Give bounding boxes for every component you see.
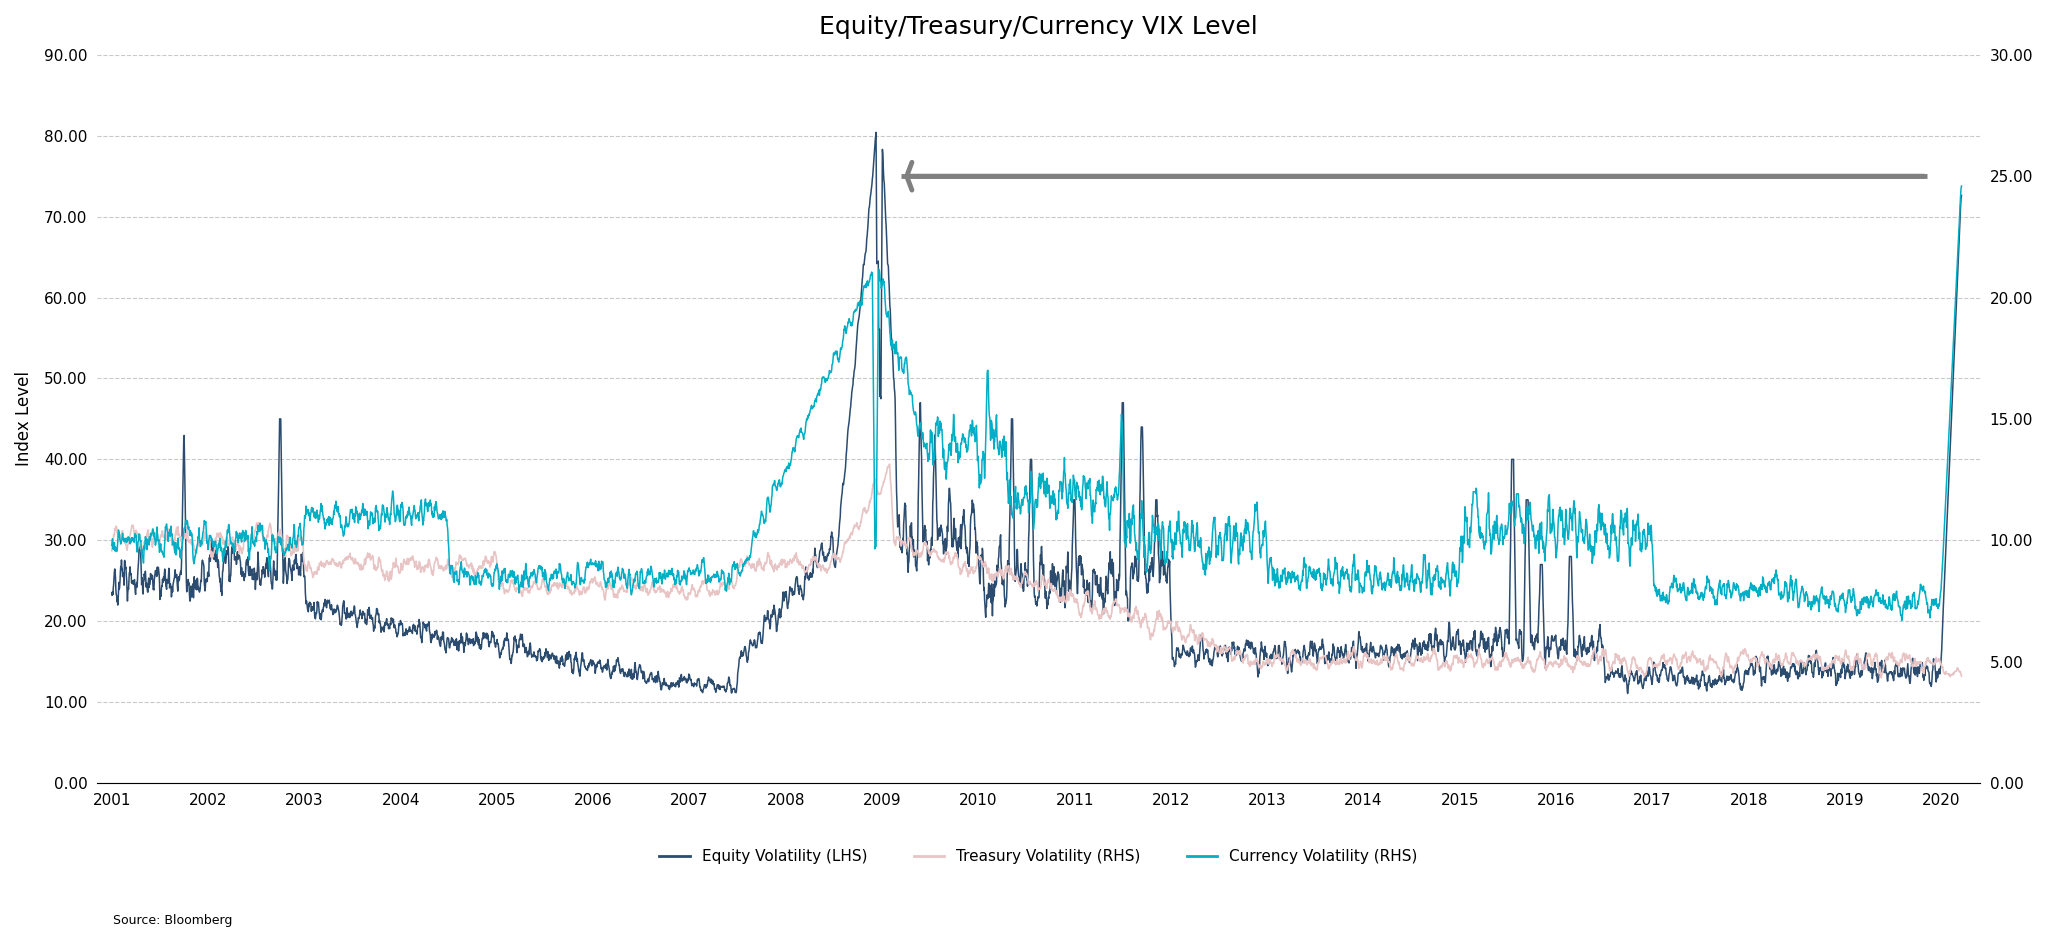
Title: Equity/Treasury/Currency VIX Level: Equity/Treasury/Currency VIX Level (819, 15, 1257, 39)
Legend: Equity Volatility (LHS), Treasury Volatility (RHS), Currency Volatility (RHS): Equity Volatility (LHS), Treasury Volati… (653, 843, 1423, 870)
Text: Source: Bloomberg: Source: Bloomberg (113, 914, 231, 927)
Y-axis label: Index Level: Index Level (14, 372, 33, 467)
